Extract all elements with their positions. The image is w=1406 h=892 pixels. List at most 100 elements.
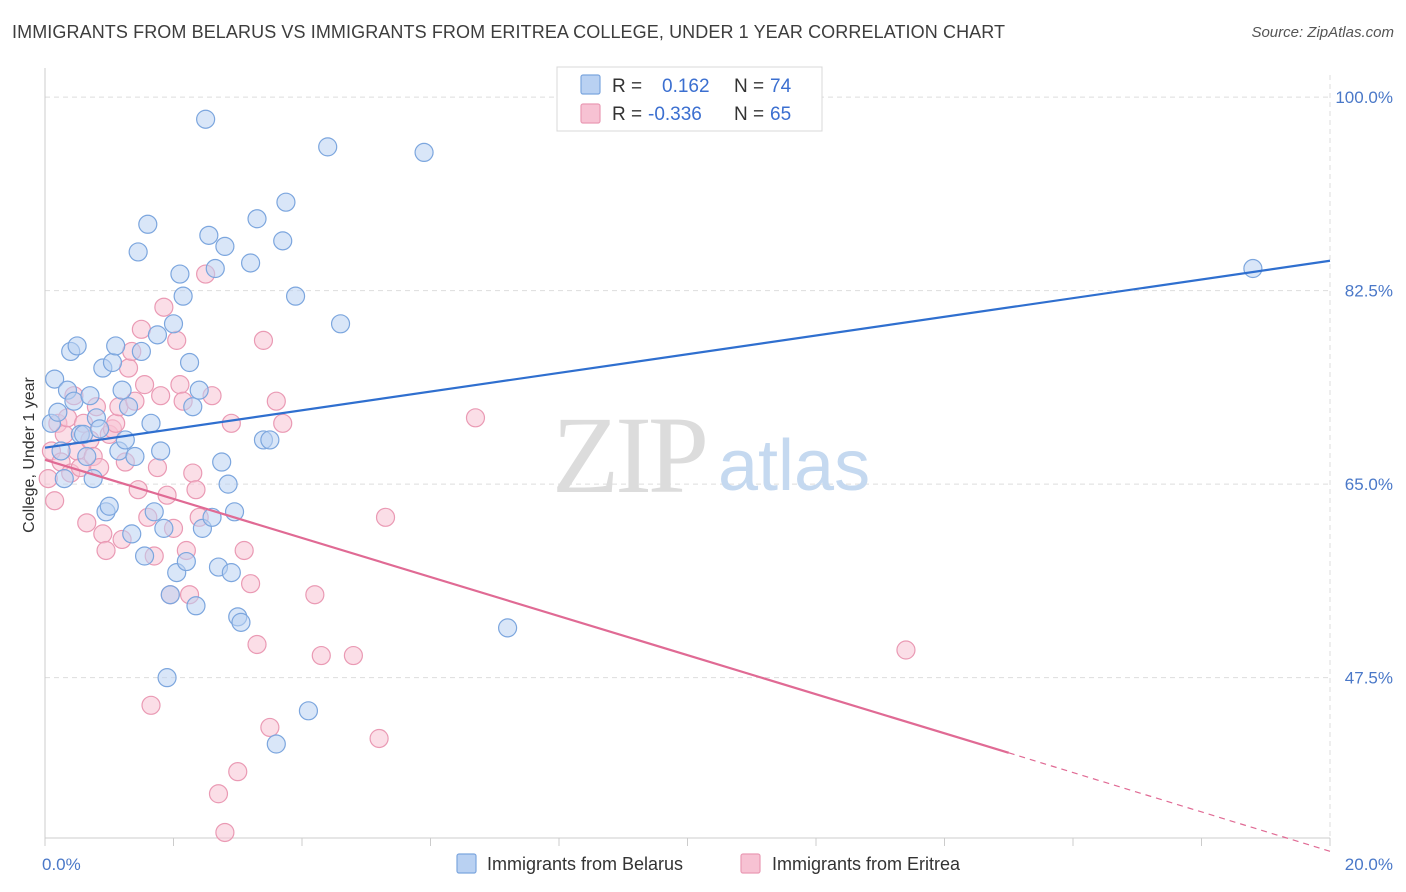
point-belarus-18 — [99, 496, 119, 516]
point-eritrea-32 — [141, 695, 161, 715]
x-tick-label-0: 0.0% — [42, 855, 81, 874]
trend-lines — [44, 259, 1331, 852]
point-eritrea-55 — [241, 574, 261, 594]
point-belarus-65 — [273, 231, 293, 251]
point-belarus-55 — [218, 474, 238, 494]
point-belarus-54 — [215, 236, 235, 256]
bottom-legend-swatch-belarus — [456, 853, 477, 874]
point-eritrea-36 — [154, 297, 174, 317]
point-eritrea-50 — [208, 784, 229, 804]
point-belarus-24 — [118, 397, 139, 417]
legend-swatch-belarus — [580, 74, 601, 95]
point-eritrea-30 — [134, 375, 155, 395]
point-eritrea-67 — [896, 640, 916, 660]
point-eritrea-66 — [465, 408, 486, 428]
point-belarus-38 — [163, 314, 184, 334]
chart-title: IMMIGRANTS FROM BELARUS VS IMMIGRANTS FR… — [12, 22, 1006, 42]
point-eritrea-41 — [170, 375, 190, 395]
point-belarus-66 — [276, 192, 296, 212]
point-belarus-49 — [199, 225, 219, 245]
point-belarus-48 — [196, 109, 216, 129]
y-tick-label-3: 100.0% — [1335, 88, 1393, 107]
legend-swatch-eritrea — [580, 103, 601, 124]
point-belarus-19 — [102, 352, 123, 373]
series-eritrea-points — [38, 264, 916, 843]
legend-r-label-belarus: R = — [612, 76, 642, 97]
point-eritrea-56 — [247, 634, 267, 655]
point-eritrea-29 — [131, 319, 151, 339]
point-belarus-71 — [414, 142, 434, 163]
point-belarus-46 — [189, 380, 209, 400]
point-belarus-31 — [141, 413, 161, 433]
y-tick-label-1: 65.0% — [1345, 475, 1393, 494]
x-tick-labels: 0.0% 20.0% — [42, 855, 1393, 874]
point-eritrea-54 — [234, 540, 254, 561]
point-eritrea-25 — [118, 358, 139, 378]
watermark-zip: ZIP — [552, 394, 705, 516]
point-belarus-22 — [112, 380, 132, 400]
point-belarus-72 — [498, 618, 518, 638]
point-eritrea-40 — [167, 330, 187, 350]
point-eritrea-58 — [260, 717, 280, 738]
point-belarus-41 — [173, 286, 193, 306]
legend-r-value-belarus: 0.162 — [662, 76, 710, 97]
point-eritrea-34 — [147, 457, 168, 478]
bottom-legend-label-belarus: Immigrants from Belarus — [487, 854, 683, 874]
watermark-atlas: atlas — [718, 426, 870, 506]
point-eritrea-53 — [228, 762, 248, 782]
point-belarus-59 — [231, 612, 251, 632]
point-belarus-33 — [147, 325, 168, 345]
point-eritrea-18 — [96, 540, 116, 561]
point-belarus-27 — [128, 242, 148, 262]
point-belarus-60 — [241, 253, 261, 273]
point-eritrea-57 — [253, 330, 274, 350]
legend-n-label-belarus: N = — [734, 76, 764, 97]
point-belarus-11 — [77, 446, 97, 467]
point-eritrea-45 — [183, 463, 203, 483]
bottom-legend: Immigrants from Belarus Immigrants from … — [456, 853, 961, 874]
point-eritrea-65 — [375, 507, 396, 527]
point-belarus-61 — [247, 209, 267, 229]
point-belarus-4 — [54, 469, 74, 489]
y-tick-label-0: 47.5% — [1345, 669, 1393, 688]
point-eritrea-21 — [106, 413, 126, 433]
watermark: ZIP atlas — [552, 394, 870, 516]
point-belarus-1 — [45, 369, 65, 389]
point-belarus-67 — [285, 286, 306, 306]
point-eritrea-52 — [221, 413, 241, 433]
point-belarus-26 — [125, 446, 145, 467]
point-belarus-36 — [157, 668, 177, 688]
point-belarus-8 — [67, 336, 87, 356]
point-belarus-2 — [48, 402, 68, 422]
point-belarus-32 — [144, 502, 164, 522]
point-belarus-44 — [183, 397, 203, 417]
bottom-legend-swatch-eritrea — [740, 853, 761, 874]
legend-box — [556, 66, 823, 132]
legend-r-value-eritrea: -0.336 — [648, 104, 702, 125]
point-eritrea-0 — [38, 469, 58, 489]
legend: R = 0.162 N = 74 R = -0.336 N = 65 — [556, 66, 823, 132]
point-belarus-64 — [266, 734, 286, 754]
point-belarus-35 — [154, 518, 174, 538]
point-belarus-30 — [138, 214, 158, 234]
point-belarus-69 — [318, 137, 338, 157]
legend-r-label-eritrea: R = — [612, 104, 642, 125]
point-eritrea-62 — [311, 645, 331, 666]
series-belarus-points — [41, 109, 1263, 754]
point-belarus-25 — [122, 524, 142, 544]
point-belarus-51 — [205, 258, 225, 279]
bottom-legend-label-eritrea: Immigrants from Eritrea — [772, 854, 961, 874]
point-eritrea-28 — [128, 480, 148, 500]
point-eritrea-17 — [93, 524, 113, 544]
point-belarus-7 — [64, 391, 84, 411]
point-belarus-42 — [176, 551, 196, 572]
trend-line-eritrea — [44, 458, 1010, 754]
point-belarus-45 — [186, 596, 206, 616]
legend-n-label-eritrea: N = — [734, 104, 764, 125]
point-belarus-12 — [80, 386, 100, 406]
point-belarus-15 — [90, 419, 110, 439]
trend-line-eritrea-extension — [1008, 752, 1331, 852]
point-eritrea-59 — [266, 391, 286, 411]
y-tick-label-2: 82.5% — [1345, 282, 1393, 301]
point-belarus-73 — [1243, 258, 1263, 279]
